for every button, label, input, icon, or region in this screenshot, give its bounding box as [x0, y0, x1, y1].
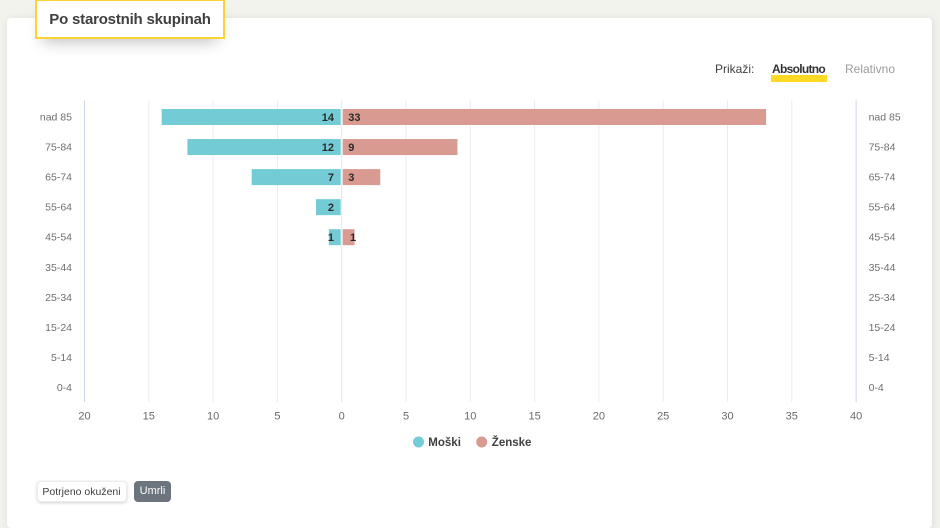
svg-text:5: 5 [403, 411, 409, 423]
svg-text:14: 14 [322, 112, 335, 124]
svg-text:25: 25 [657, 411, 669, 423]
svg-text:55-64: 55-64 [45, 202, 72, 214]
svg-text:5-14: 5-14 [51, 352, 72, 364]
svg-text:33: 33 [348, 112, 360, 124]
svg-text:35-44: 35-44 [869, 262, 896, 274]
svg-text:1: 1 [350, 232, 356, 244]
svg-text:45-54: 45-54 [45, 232, 72, 244]
svg-text:65-74: 65-74 [45, 172, 72, 184]
svg-text:25-34: 25-34 [869, 292, 896, 304]
svg-text:75-84: 75-84 [869, 142, 896, 154]
svg-text:2: 2 [328, 202, 334, 214]
svg-text:15-24: 15-24 [45, 322, 72, 334]
svg-text:10: 10 [464, 411, 476, 423]
svg-text:Ženske: Ženske [492, 436, 532, 449]
svg-text:9: 9 [348, 142, 354, 154]
svg-text:55-64: 55-64 [869, 202, 896, 214]
svg-text:20: 20 [593, 411, 605, 423]
svg-text:45-54: 45-54 [869, 232, 896, 244]
svg-text:30: 30 [721, 411, 733, 423]
svg-text:nad 85: nad 85 [869, 112, 901, 124]
svg-text:nad 85: nad 85 [40, 112, 72, 124]
svg-text:12: 12 [322, 142, 334, 154]
svg-text:0-4: 0-4 [869, 382, 884, 394]
svg-text:20: 20 [78, 411, 90, 423]
svg-text:7: 7 [328, 172, 334, 184]
svg-text:3: 3 [348, 172, 354, 184]
svg-text:5-14: 5-14 [869, 352, 890, 364]
svg-text:65-74: 65-74 [869, 172, 896, 184]
svg-text:35-44: 35-44 [45, 262, 72, 274]
svg-text:15-24: 15-24 [869, 322, 896, 334]
svg-text:15: 15 [528, 411, 540, 423]
svg-text:10: 10 [207, 411, 219, 423]
svg-text:25-34: 25-34 [45, 292, 72, 304]
svg-text:75-84: 75-84 [45, 142, 72, 154]
svg-text:40: 40 [850, 411, 862, 423]
svg-text:15: 15 [143, 411, 155, 423]
svg-text:Moški: Moški [428, 437, 461, 449]
svg-text:0: 0 [339, 411, 345, 423]
svg-text:35: 35 [786, 411, 798, 423]
svg-text:0-4: 0-4 [57, 382, 72, 394]
svg-text:5: 5 [274, 411, 280, 423]
svg-text:1: 1 [328, 232, 334, 244]
